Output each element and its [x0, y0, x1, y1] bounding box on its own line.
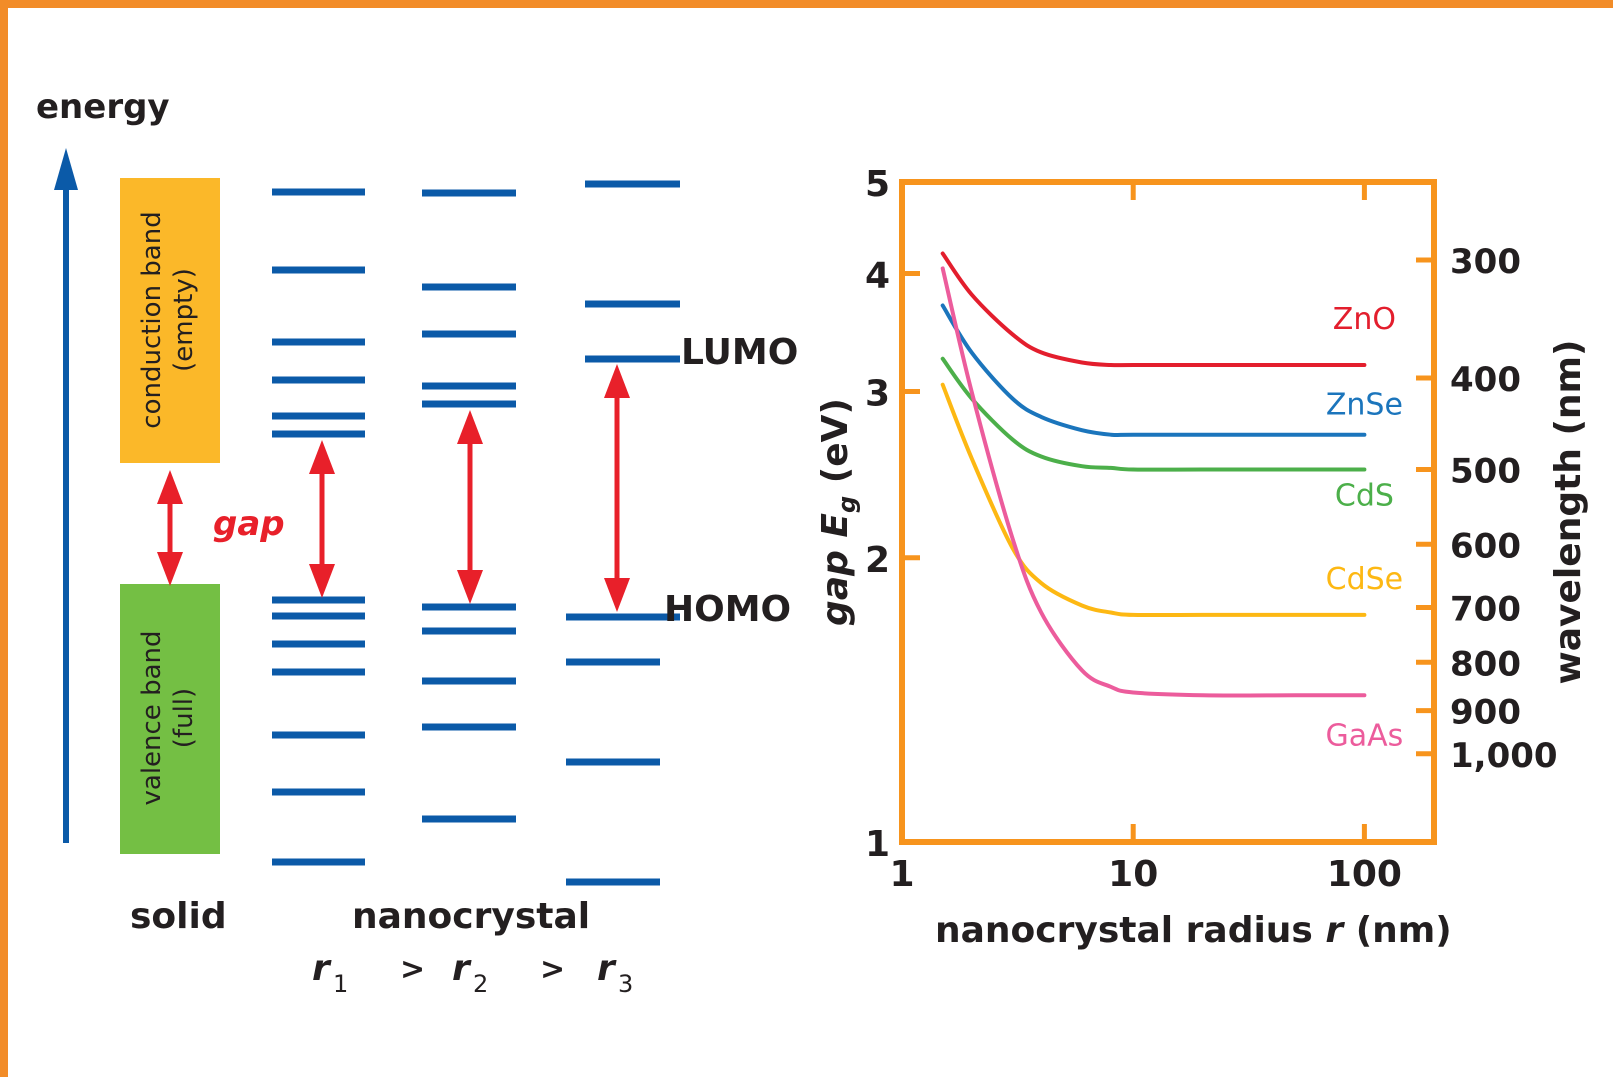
gap-arrow-head: [157, 470, 183, 504]
y-tick-label: 5: [865, 164, 890, 205]
x-tick-label: 10: [1108, 854, 1158, 895]
series-label-zno: ZnO: [1333, 302, 1396, 337]
y2-tick-label: 1,000: [1450, 736, 1558, 776]
r2-symbol: r: [452, 948, 472, 989]
y2-tick-label: 400: [1450, 360, 1521, 400]
energy-axis-label: energy: [36, 87, 170, 127]
y2-tick-label: 300: [1450, 242, 1521, 282]
solid-label: solid: [130, 896, 227, 937]
y-axis-label: gap Eg (eV): [815, 398, 861, 626]
series-labels: ZnO ZnSe CdS CdSe GaAs: [1326, 302, 1404, 753]
r3-symbol: r: [597, 948, 617, 989]
conduction-band-box: [120, 178, 220, 463]
gap-arrow-head: [157, 552, 183, 586]
x-tick-label: 100: [1327, 854, 1402, 895]
gap-arrow-head: [309, 564, 335, 598]
energy-level-diagram: energy conduction band (empty) valence b…: [36, 87, 798, 998]
series-line-gaas: [940, 266, 1367, 698]
y-tick-label: 1: [865, 824, 890, 865]
conduction-band-sublabel: (empty): [169, 268, 199, 372]
gap-arrows: [157, 364, 630, 612]
greater-than-2: >: [540, 952, 565, 987]
valence-band-box: [120, 584, 220, 854]
valence-band-label: valence band: [137, 631, 167, 806]
y-tick-label: 4: [865, 256, 890, 297]
y2-tick-label: 500: [1450, 452, 1521, 492]
series-line-zno: [940, 251, 1367, 368]
series-label-gaas: GaAs: [1326, 718, 1404, 753]
nanocrystal-label: nanocrystal: [352, 896, 590, 937]
gap-arrow-head: [604, 364, 630, 398]
y-tick-label: 2: [865, 540, 890, 581]
y2-axis-label: wavelength (nm): [1548, 339, 1589, 684]
gap-label: gap: [213, 504, 285, 544]
y-tick-label: 3: [865, 373, 890, 414]
series-line-cds: [940, 356, 1367, 472]
series-line-znse: [940, 303, 1367, 438]
greater-than-1: >: [400, 952, 425, 987]
y2-tick-label: 800: [1450, 644, 1521, 684]
y2-tick-label: 600: [1450, 526, 1521, 566]
r3-subscript: 3: [618, 970, 633, 998]
energy-axis-arrowhead: [54, 148, 78, 190]
gap-arrow-head: [457, 410, 483, 444]
valence-band-sublabel: (full): [169, 688, 199, 748]
radius-comparison: r 1 > r 2 > r 3: [312, 948, 633, 998]
r1-subscript: 1: [333, 970, 348, 998]
plot-frame: [899, 179, 1437, 845]
r1-symbol: r: [312, 948, 332, 989]
x-axis-label: nanocrystal radius r (nm): [935, 910, 1452, 951]
gap-arrow-head: [309, 440, 335, 474]
x-tick-label: 1: [889, 854, 914, 895]
energy-levels: [272, 180, 680, 886]
series-label-znse: ZnSe: [1326, 388, 1403, 423]
y2-tick-label: 900: [1450, 693, 1521, 733]
series-lines: [940, 251, 1367, 698]
homo-label: HOMO: [664, 589, 791, 630]
series-label-cds: CdS: [1335, 479, 1394, 514]
axis-ticks: [902, 182, 1434, 842]
series-label-cdse: CdSe: [1326, 562, 1404, 597]
gap-arrow-head: [604, 578, 630, 612]
r2-subscript: 2: [473, 970, 488, 998]
conduction-band-label: conduction band: [137, 211, 167, 428]
series-line-cdse: [940, 382, 1367, 618]
gap-arrow-head: [457, 570, 483, 604]
y2-tick-label: 700: [1450, 590, 1521, 630]
lumo-label: LUMO: [681, 332, 798, 373]
band-gap-chart: ZnO ZnSe CdS CdSe GaAs 1 10 100 1 2 3 4 5 300 400 500 6…: [815, 164, 1589, 951]
